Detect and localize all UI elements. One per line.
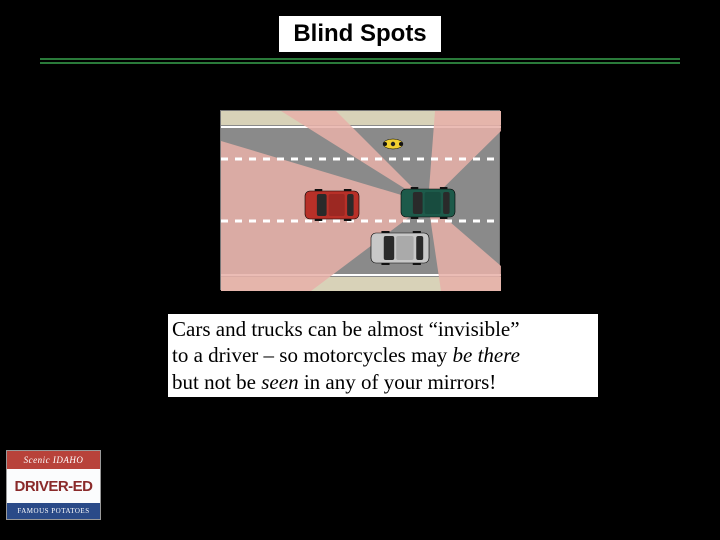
silver-car: [371, 231, 429, 265]
caption-italic: be there: [453, 343, 520, 367]
diagram-svg: [221, 111, 501, 291]
caption-italic: seen: [261, 370, 298, 394]
caption-text: Cars and trucks can be almost “invisible…: [168, 314, 598, 397]
title-underline: [40, 58, 680, 64]
green-car: [401, 187, 455, 219]
caption-part: in any of your mirrors!: [299, 370, 497, 394]
slide-title: Blind Spots: [279, 16, 440, 52]
badge-top: Scenic IDAHO: [7, 451, 100, 469]
badge-mid: DRIVER-ED: [7, 469, 100, 503]
caption-part: but not be: [172, 370, 261, 394]
driver-ed-badge: Scenic IDAHO DRIVER-ED FAMOUS POTATOES: [6, 450, 101, 520]
caption-part: Cars and trucks can be almost “invisible…: [172, 317, 520, 341]
badge-bot: FAMOUS POTATOES: [7, 503, 100, 519]
caption-part: to a driver – so motorcycles may: [172, 343, 453, 367]
blind-spot-diagram: [220, 110, 500, 290]
red-car: [305, 189, 359, 221]
motorcycle: [383, 139, 403, 149]
